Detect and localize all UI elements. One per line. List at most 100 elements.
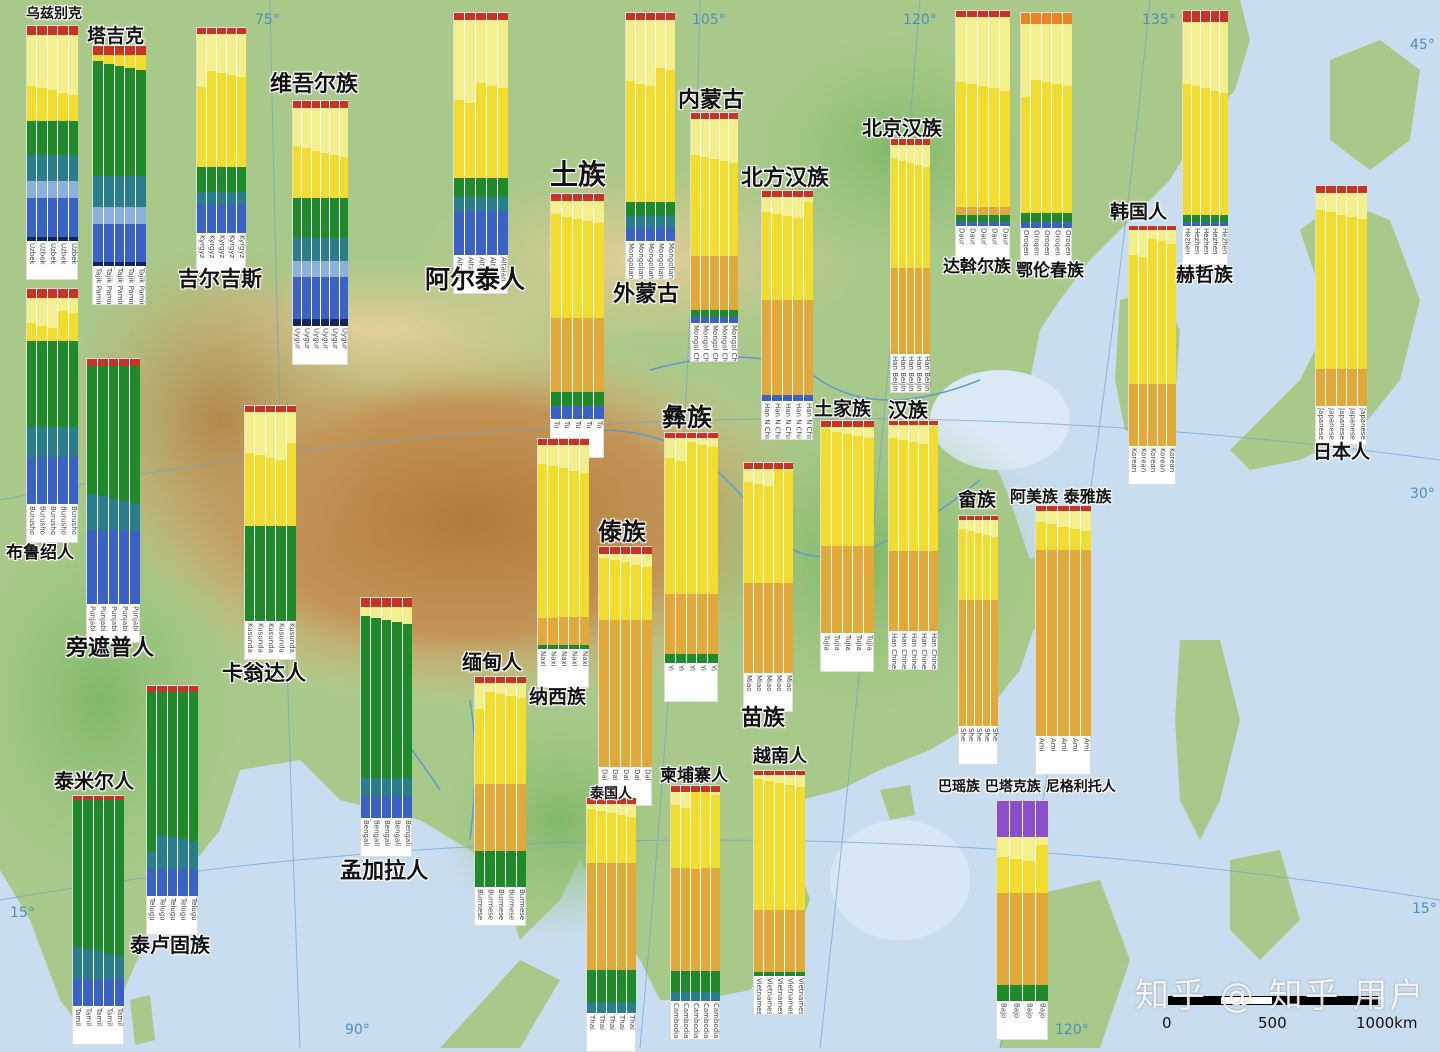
ancestry-segment-blue (1183, 221, 1192, 226)
ancestry-segment-green (671, 970, 680, 993)
individual-bar (197, 28, 206, 233)
individual-bar (907, 139, 914, 354)
ancestry-segment-gold (701, 867, 710, 971)
ancestry-segment-teal (293, 238, 302, 261)
individual-bar (899, 421, 908, 631)
individual-bar (265, 406, 276, 621)
population-label-uzbek: 乌兹别克 (26, 6, 82, 22)
ancestry-segment-yellow_light (665, 437, 675, 459)
ancestry-segment-teal (627, 1002, 636, 1013)
ancestry-segment-yellow_light (495, 683, 506, 694)
ancestry-segment-red (909, 421, 918, 426)
ancestry-segment-navy (339, 319, 348, 326)
admixture-chart-burusho: Burusho Burusho Burusho Burusho Burusho (26, 288, 78, 543)
ancestry-segment-red (891, 139, 898, 146)
individual-bar (188, 686, 198, 896)
ancestry-segment-blue (302, 276, 311, 320)
ancestry-segment-yellow_light (594, 200, 604, 224)
ancestry-segment-yellow_light (27, 34, 37, 87)
ancestry-segment-red (381, 598, 392, 607)
sample-label: Naxi (560, 651, 568, 667)
ancestry-segment-teal (97, 496, 108, 531)
ancestry-segment-navy (37, 236, 47, 241)
ancestry-segment-yellow_light (626, 19, 635, 82)
ancestry-segment-green (197, 167, 206, 192)
ancestry-segment-green (691, 971, 700, 993)
individual-bar (207, 28, 216, 233)
ancestry-segment-gold (1058, 549, 1069, 736)
ancestry-segment-red (108, 359, 119, 367)
individual-bar (627, 798, 636, 1013)
individual-bar (157, 686, 167, 896)
ancestry-segment-lightblue (330, 260, 339, 277)
ancestry-segment-teal (237, 191, 246, 205)
ancestry-segment-gold (774, 582, 783, 673)
ancestry-segment-green (607, 970, 616, 1003)
admixture-chart-telugu: Telugu Telugu Telugu Telugu Telugu (146, 685, 198, 935)
ancestry-segment-yellow (803, 201, 813, 301)
sample-label: Daur (968, 228, 977, 245)
sample-label: Korean (1129, 448, 1138, 473)
ancestry-segment-blue (114, 224, 125, 262)
ancestry-segment-yellow_light (286, 412, 296, 443)
lat-label: 45° (1410, 37, 1435, 53)
ancestry-segment-yellow_light (361, 606, 371, 616)
ancestry-segment-gold (583, 317, 594, 392)
sample-label: Kyrgyz (208, 235, 216, 259)
ancestry-segment-red (915, 139, 922, 146)
ancestry-segment-navy (47, 236, 58, 241)
ancestry-segment-green (516, 851, 526, 887)
ancestry-segment-yellow_light (909, 425, 918, 442)
ancestry-segment-yellow (889, 437, 898, 552)
sample-label: She (975, 728, 983, 742)
ancestry-segment-gold (711, 867, 720, 971)
ancestry-segment-yellow_light (785, 775, 795, 786)
ancestry-segment-yellow (665, 458, 675, 594)
sample-label: Han N China (804, 403, 813, 439)
ancestry-segment-yellow (302, 148, 311, 198)
ancestry-segment-yellow (710, 159, 719, 256)
ancestry-segment-yellow_light (302, 107, 311, 149)
sample-label: Han Beijing (915, 356, 923, 392)
individual-bar (956, 11, 966, 226)
ancestry-segment-yellow_light (1052, 23, 1062, 84)
sample-label: Bengali (383, 820, 391, 847)
ancestry-segment-gold (708, 593, 718, 654)
sample-label: Thai (628, 1015, 636, 1030)
ancestry-segment-green (498, 177, 508, 197)
ancestry-segment-gold (686, 593, 697, 654)
ancestry-segment-yellow (793, 218, 803, 301)
individual-bar (1080, 506, 1091, 736)
sample-label: Altaian (466, 257, 475, 282)
ancestry-segment-lightblue (103, 206, 114, 225)
individual-bar (130, 359, 140, 604)
ancestry-segment-yellow_light (255, 412, 265, 456)
individual-bar (506, 677, 516, 887)
individual-bar (103, 46, 114, 266)
sample-label: Burusho (69, 506, 78, 535)
sample-label: Hezhen (1202, 228, 1210, 255)
ancestry-segment-yellow_light (551, 200, 561, 215)
ancestry-segment-red (607, 798, 616, 805)
ancestry-segment-yellow_light (1336, 192, 1347, 215)
ancestry-segment-yellow (227, 75, 236, 168)
ancestry-segment-red (119, 359, 130, 367)
ancestry-segment-yellow_light (1167, 230, 1176, 244)
ancestry-segment-yellow (136, 54, 146, 71)
ancestry-segment-gold (1080, 549, 1091, 736)
ancestry-segment-gold (569, 617, 579, 645)
individual-bar (1023, 801, 1035, 1001)
ancestry-segment-red (666, 13, 675, 20)
sample-label: Kusunda (277, 623, 286, 653)
individual-bar (286, 406, 296, 621)
ancestry-segment-yellow_light (967, 520, 974, 531)
ancestry-segment-yellow (656, 67, 665, 203)
ancestry-segment-blue (402, 795, 412, 818)
ancestry-segment-teal (178, 839, 188, 869)
scale-label: 500 (1258, 1014, 1287, 1032)
ancestry-segment-teal (381, 778, 392, 796)
sample-label: Han N China (773, 403, 782, 439)
ancestry-segment-yellow_light (919, 425, 928, 445)
ancestry-segment-yellow (1036, 522, 1047, 550)
ancestry-segment-yellow_light (27, 297, 37, 324)
